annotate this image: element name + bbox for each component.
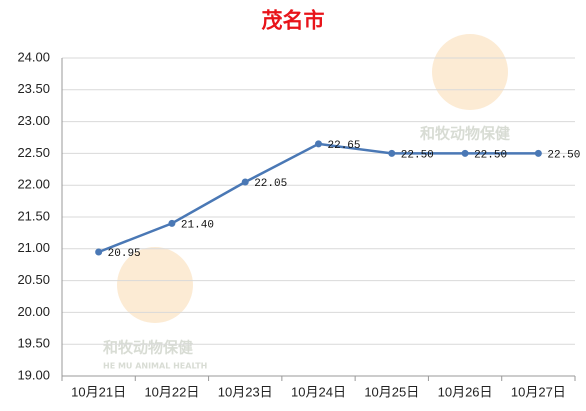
x-tick-label: 10月26日 bbox=[438, 384, 493, 399]
watermark-text: 和牧动物保健 bbox=[103, 339, 193, 357]
line bbox=[98, 142, 539, 254]
y-tick-label: 21.00 bbox=[17, 240, 50, 255]
y-tick-label: 24.00 bbox=[17, 49, 50, 64]
y-tick-label: 21.50 bbox=[17, 208, 50, 223]
y-tick-label: 20.50 bbox=[17, 272, 50, 287]
point bbox=[461, 149, 469, 157]
point bbox=[534, 149, 542, 157]
x-tick-label: 10月25日 bbox=[364, 384, 419, 399]
y-tick-label: 22.50 bbox=[17, 145, 50, 160]
x-tick-label: 10月23日 bbox=[218, 384, 273, 399]
value-label: 22.65 bbox=[328, 140, 361, 152]
watermark-logo bbox=[432, 34, 508, 110]
y-tick-label: 23.50 bbox=[17, 81, 50, 96]
chart-title: 茂名市 bbox=[262, 8, 325, 33]
value-label: 20.95 bbox=[108, 248, 141, 260]
x-tick-label: 10月21日 bbox=[71, 384, 126, 399]
y-tick-label: 22.00 bbox=[17, 177, 50, 192]
watermark-text: HE MU ANIMAL HEALTH bbox=[103, 362, 207, 371]
value-label: 22.50 bbox=[474, 149, 507, 161]
point bbox=[241, 178, 249, 186]
point bbox=[388, 149, 396, 157]
y-tick-label: 20.00 bbox=[17, 304, 50, 319]
watermark-text: 和牧动物保健 bbox=[420, 125, 510, 143]
x-tick-label: 10月22日 bbox=[144, 384, 199, 399]
y-tick-label: 23.00 bbox=[17, 113, 50, 128]
watermark-logo bbox=[117, 247, 193, 323]
point bbox=[95, 248, 103, 256]
point bbox=[168, 219, 176, 227]
point bbox=[315, 140, 322, 148]
x-tick-label: 10月27日 bbox=[511, 384, 566, 399]
x-tick-label: 10月24日 bbox=[291, 384, 346, 399]
value-label: 21.40 bbox=[181, 219, 214, 231]
value-label: 22.05 bbox=[254, 178, 287, 190]
y-tick-label: 19.00 bbox=[17, 367, 50, 382]
value-label: 22.50 bbox=[547, 149, 580, 161]
y-tick-label: 19.50 bbox=[17, 336, 50, 351]
value-label: 22.50 bbox=[401, 149, 434, 161]
